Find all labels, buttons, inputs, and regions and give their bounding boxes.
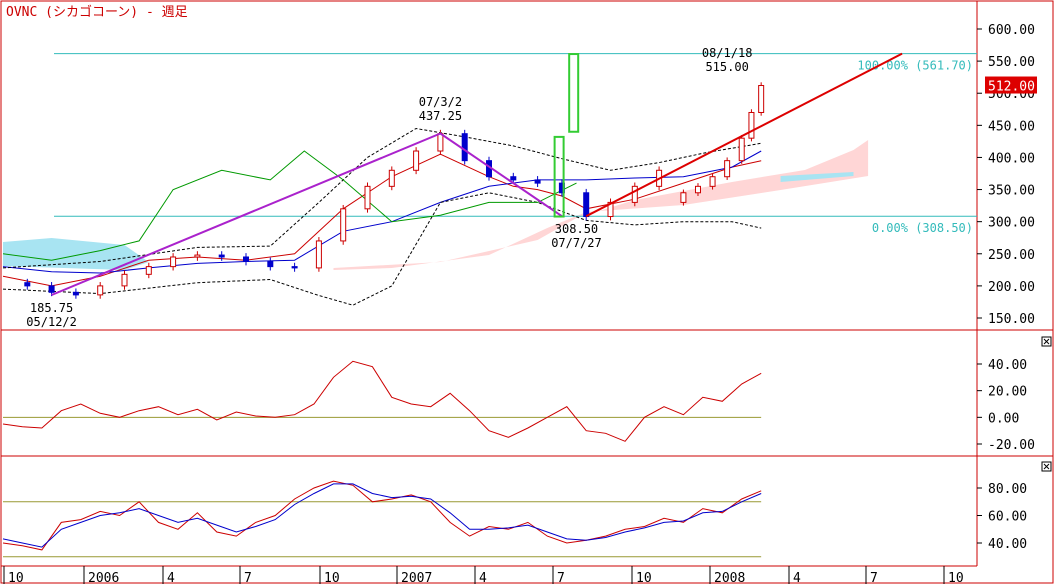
current-price-label: 512.00 [988, 80, 1035, 95]
annotation-date: 05/12/2 [26, 315, 77, 329]
trend-line-red [585, 52, 903, 218]
candle-body [631, 185, 638, 203]
ichimoku-cloud-cyan-left [3, 238, 149, 270]
trend-line-purple [51, 132, 563, 296]
chart-title: OVNC (シカゴコーン) - 週足 [6, 4, 188, 20]
price-y-tick-label: 450.00 [988, 119, 1035, 134]
highlight-box-lower [553, 135, 565, 218]
annotation-value: 515.00 [705, 60, 748, 74]
candle-body [694, 185, 701, 194]
osc-y-tick-label: -20.00 [988, 438, 1035, 453]
price-series-span_b [2, 150, 577, 261]
x-tick-label: 2006 [88, 571, 119, 585]
stoch-y-tick-label: 60.00 [988, 510, 1027, 525]
x-tick-label: 2007 [401, 571, 432, 585]
price-y-tick-label: 200.00 [988, 280, 1035, 295]
candle-body [97, 285, 104, 296]
candle-body [340, 208, 347, 242]
oscillator-panel: 40.00 20.00 0.00 -20.00 [2, 358, 1035, 453]
candle-body [607, 201, 614, 218]
candlesticks [24, 82, 765, 299]
candle-body [121, 273, 128, 287]
candle-body [48, 285, 55, 293]
fib-label-1: 0.00% (308.50) [872, 221, 973, 235]
stoch-y-tick-label: 80.00 [988, 482, 1027, 497]
stoch-series-%D [2, 483, 762, 548]
price-y-tick-label: 300.00 [988, 216, 1035, 231]
price-y-tick-label: 400.00 [988, 151, 1035, 166]
price-panel: 600.00550.00500.00450.00400.00350.00300.… [2, 23, 1037, 329]
x-tick-label: 2008 [714, 571, 745, 585]
candle-body [583, 192, 590, 218]
candle-body [243, 256, 249, 262]
candle-body [24, 282, 31, 287]
candle-body [170, 256, 177, 268]
x-tick-label: 10 [948, 571, 964, 585]
candle-body [194, 254, 201, 258]
candle-body [72, 291, 79, 296]
candle-body [758, 85, 765, 113]
price-series-bollinger_lower [2, 192, 762, 306]
fib-label-0: 100.00% (561.70) [857, 59, 973, 73]
candle-body [461, 133, 468, 162]
current-price-tag [985, 76, 1037, 94]
highlight-box-upper [568, 53, 580, 133]
x-tick-label: 4 [793, 571, 801, 585]
stoch-y-tick-label: 40.00 [988, 537, 1027, 552]
x-axis: 10 2006 4 7 10 2007 4 7 10 2008 4 7 10 [3, 566, 964, 585]
x-tick-label: 7 [557, 571, 565, 585]
candle-body [738, 137, 745, 162]
price-y-tick-label: 150.00 [988, 312, 1035, 327]
annotation-date: 07/7/27 [551, 236, 602, 250]
annotation-value: 308.50 [555, 222, 598, 236]
candle-body [724, 160, 731, 178]
price-y-tick-label: 600.00 [988, 23, 1035, 38]
close-oscillator-panel-icon[interactable] [1041, 336, 1052, 347]
osc-y-tick-label: 40.00 [988, 358, 1027, 373]
annotation-value: 185.75 [30, 301, 73, 315]
candle-body [388, 169, 395, 187]
candle-body [534, 179, 541, 184]
candle-body [291, 266, 298, 269]
candle-body [218, 254, 225, 258]
price-y-tick-label: 350.00 [988, 184, 1035, 199]
candle-body [709, 176, 716, 187]
x-tick-label: 4 [167, 571, 175, 585]
price-y-tick-label: 550.00 [988, 55, 1035, 70]
stoch-series-%K [2, 480, 762, 551]
candle-body [680, 192, 687, 203]
close-stochastic-panel-icon[interactable] [1041, 461, 1052, 472]
candle-body [145, 266, 152, 275]
x-tick-label: 7 [870, 571, 878, 585]
x-tick-label: 10 [324, 571, 340, 585]
candle-body [413, 150, 420, 171]
annotation-date: 08/1/18 [702, 46, 753, 60]
osc-y-tick-label: 0.00 [988, 411, 1019, 426]
x-tick-label: 10 [636, 571, 652, 585]
x-tick-label: 4 [479, 571, 487, 585]
candle-body [267, 260, 274, 268]
candle-body [315, 240, 322, 269]
stochastic-panel: 80.00 60.00 40.00 [2, 480, 1027, 558]
price-y-tick-label: 250.00 [988, 248, 1035, 263]
candle-body [748, 111, 755, 139]
candle-body [510, 176, 517, 181]
candle-body [437, 133, 444, 152]
x-tick-label: 10 [8, 571, 24, 585]
candle-body [364, 185, 371, 210]
annotation-value: 437.25 [419, 109, 462, 123]
osc-y-tick-label: 20.00 [988, 385, 1027, 400]
x-tick-label: 7 [244, 571, 252, 585]
annotation-date: 07/3/2 [419, 95, 462, 109]
ichimoku-cloud-cyan-right [780, 172, 854, 182]
osc-line [2, 360, 762, 442]
